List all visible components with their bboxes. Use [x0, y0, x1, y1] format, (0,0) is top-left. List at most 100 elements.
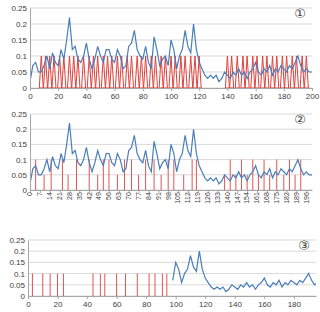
tick: 200: [306, 88, 320, 101]
tick: 160: [258, 296, 272, 309]
tick: 189: [293, 190, 300, 204]
tick: 112: [184, 190, 191, 203]
stem: [196, 160, 197, 190]
tick-label: 126: [204, 192, 211, 204]
tick-label: 0.2: [16, 20, 28, 29]
tick-label: 40: [83, 300, 92, 309]
spike: [135, 56, 139, 88]
tick-mark: [294, 296, 295, 299]
spike: [304, 56, 308, 88]
stem: [252, 160, 253, 190]
tick: 70: [125, 190, 132, 200]
tick: 140: [221, 88, 235, 101]
spike: [125, 56, 129, 88]
spike: [106, 56, 110, 88]
tick: 100: [170, 296, 184, 309]
tick-label: 0.2: [14, 247, 26, 256]
spike: [115, 56, 119, 88]
tick-label: 56: [105, 192, 112, 200]
tick: 120: [193, 88, 207, 101]
tick: 140: [224, 190, 231, 204]
tick: 196: [303, 190, 310, 204]
spike: [225, 56, 229, 88]
tick-label: 105: [174, 192, 181, 204]
tick: 0.2: [16, 125, 30, 134]
grid-line: [30, 8, 312, 9]
tick-label: 80: [142, 300, 151, 309]
tick-label: 40: [82, 92, 91, 101]
tick: 63: [115, 190, 122, 200]
tick: 20: [54, 296, 63, 309]
tick: 35: [76, 190, 83, 200]
tick-mark: [87, 296, 88, 299]
tick-label: 180: [288, 300, 302, 309]
tick-mark: [256, 88, 257, 91]
stem: [138, 175, 139, 190]
stem: [97, 175, 98, 190]
tick: 60: [113, 296, 122, 309]
spike: [96, 56, 100, 88]
figure: 00.050.10.150.20.25 0 20 40 60 80 100 120 140 160…: [0, 0, 320, 312]
tick: 40: [82, 88, 91, 101]
stem: [125, 274, 126, 296]
axis-line: [31, 190, 313, 191]
tick: 56: [105, 190, 112, 200]
tick-label: 0.15: [11, 140, 27, 149]
tick: 0: [26, 190, 33, 196]
tick-label: 133: [214, 192, 221, 204]
tick-label: 60: [111, 92, 120, 101]
tick: 98: [165, 190, 172, 200]
y-axis: 00.050.10.150.20.25: [11, 4, 30, 93]
tick: 77: [135, 190, 142, 200]
title: ②: [294, 112, 306, 127]
tick: 7: [36, 190, 43, 196]
tick: 28: [66, 190, 73, 200]
stem: [173, 160, 174, 190]
tick: 168: [263, 190, 270, 204]
axis-line: [28, 241, 29, 297]
tick-label: 154: [243, 192, 250, 204]
grid-line: [28, 262, 316, 263]
spike: [139, 56, 143, 88]
axis-line: [30, 115, 31, 191]
tick: 42: [86, 190, 93, 200]
tick: 100: [165, 88, 179, 101]
spike: [245, 56, 249, 88]
stem: [50, 274, 51, 296]
tick-label: 196: [303, 192, 310, 204]
tick-label: 91: [155, 192, 162, 200]
tick-label: 147: [234, 192, 241, 204]
tick-label: 0: [26, 192, 33, 196]
tick-label: 35: [76, 192, 83, 200]
grid-line: [28, 296, 316, 297]
tick-mark: [171, 88, 172, 91]
tick: 40: [83, 296, 92, 309]
axis-line: [29, 296, 317, 297]
plot-area: [32, 251, 316, 296]
tick-mark: [117, 296, 118, 299]
tick: 0.05: [9, 281, 28, 290]
tick: 80: [139, 88, 148, 101]
stem: [300, 160, 301, 190]
tick-label: 161: [253, 192, 260, 204]
stem: [276, 160, 277, 190]
tick-label: 180: [278, 92, 292, 101]
tick-label: 60: [113, 300, 122, 309]
tick-label: 70: [125, 192, 132, 200]
panel: 00.050.10.150.20.25071421283542495663707…: [11, 110, 312, 204]
tick-label: 120: [199, 300, 213, 309]
tick: 133: [214, 190, 221, 204]
tick-mark: [115, 88, 116, 91]
tick-label: 175: [273, 192, 280, 204]
stem: [131, 160, 132, 190]
spike: [144, 56, 148, 88]
stem: [76, 160, 77, 190]
stem: [32, 274, 33, 296]
panel: 00.050.10.150.20.25020406080100120140160…: [9, 236, 320, 309]
stem: [42, 274, 43, 296]
x-axis: 0714212835424956637077849198105112119126…: [26, 190, 312, 204]
tick: 180: [288, 296, 302, 309]
grid-line: [28, 284, 316, 285]
tick-label: 0.15: [9, 258, 25, 267]
tick-label: 0.25: [9, 236, 25, 245]
